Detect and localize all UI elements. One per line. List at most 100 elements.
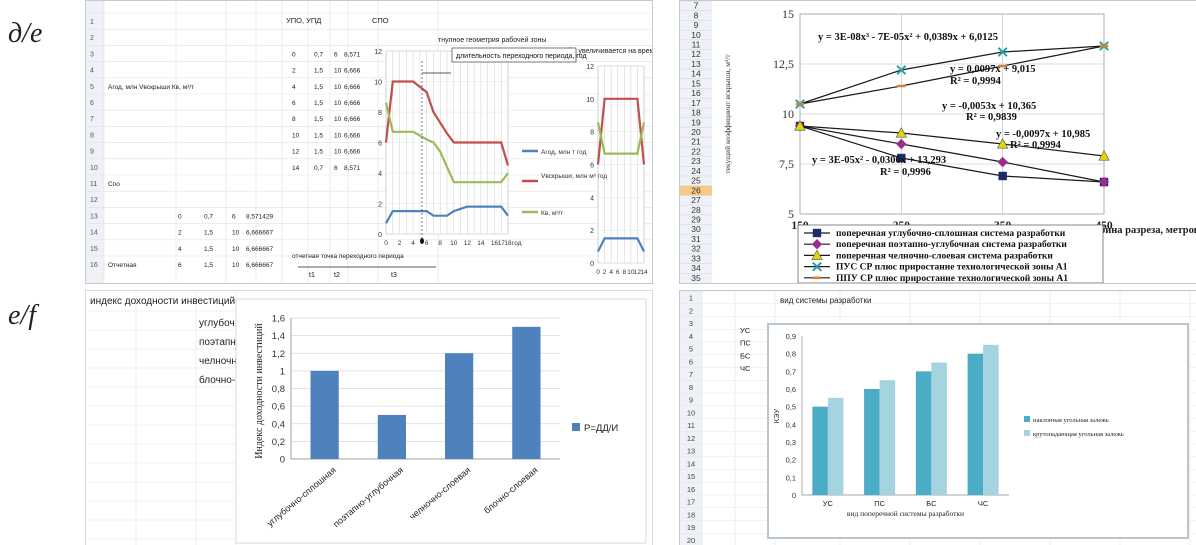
legend-label: P=ДД/И — [584, 423, 618, 434]
row-number: 21 — [691, 137, 701, 147]
upo-cell: 6,666 — [344, 116, 361, 123]
row-number: 25 — [691, 176, 701, 186]
row-number: 4 — [689, 332, 693, 341]
spo-cell: 8,571429 — [246, 213, 273, 220]
y-tick-label: 10 — [782, 107, 794, 121]
x-tick-label: 18 — [504, 240, 512, 247]
row-number: 2 — [90, 35, 94, 42]
y-tick-label: 0,1 — [786, 473, 796, 482]
y-tick-label: 8 — [378, 110, 382, 117]
series-line-2 — [384, 102, 509, 184]
x-tick-label: 6 — [616, 269, 620, 276]
row-number: 22 — [691, 146, 701, 156]
x-tick-label: 12 — [634, 269, 642, 276]
row-number: 14 — [90, 230, 98, 237]
x-tick-label: 17 — [498, 240, 506, 247]
upo-cell: 1,5 — [314, 84, 323, 91]
spo-cell: 10 — [232, 230, 240, 237]
legend-marker — [812, 261, 822, 272]
upo-cell: 1,5 — [314, 68, 323, 75]
row-number: 18 — [687, 510, 695, 519]
row-number: 9 — [90, 149, 94, 156]
spo-cell: 0 — [178, 213, 182, 220]
x-tick-label: 16 — [491, 240, 499, 247]
x-tick-label: 0 — [596, 269, 600, 276]
y-tick-label: 7,5 — [779, 157, 794, 171]
row-number: 33 — [691, 253, 701, 263]
spo-cell: 1,5 — [204, 262, 213, 269]
x-tick-label: УС — [823, 499, 834, 508]
series-marker-0 — [998, 171, 1007, 181]
spo-cell: 10 — [232, 246, 240, 253]
series-marker-2 — [1098, 150, 1110, 161]
row-number: 7 — [90, 116, 94, 123]
highlight-row — [680, 185, 712, 196]
y-tick-label: 12 — [586, 64, 594, 71]
header-note-1: тнулное геометрия рабочей зоны — [438, 36, 546, 44]
row-number: 3 — [90, 51, 94, 58]
upo-cell: 14 — [292, 165, 300, 172]
row-number: 14 — [687, 459, 695, 468]
x-tick-label: 4 — [411, 240, 415, 247]
bar-1 — [983, 344, 999, 495]
row-number: 32 — [691, 244, 701, 254]
panel-label-de: д/е — [8, 18, 43, 49]
y-tick-label: 0,5 — [786, 403, 796, 412]
y-tick-label: 1,6 — [272, 314, 285, 325]
row-number: 15 — [687, 472, 695, 481]
header-note-2: ЕЗ-К03 - срок службы увеличивается на вр… — [506, 47, 652, 55]
trendline-equation: y = 0,0097x + 9,015 — [950, 64, 1035, 75]
bar-1 — [879, 380, 896, 495]
x-tick-label: 10 — [450, 240, 458, 247]
spo-cell: 6,666667 — [246, 262, 273, 269]
legend-label-k: Кв, м³/т — [541, 210, 563, 217]
upo-cell: 8,571 — [344, 165, 361, 172]
y-tick-label: 0,3 — [786, 438, 796, 447]
row-number: 17 — [687, 498, 695, 507]
x-tick-label: 14 — [477, 240, 485, 247]
series-marker-3 — [997, 47, 1008, 57]
legend-label: крутопадающая угольная залежь — [1033, 431, 1124, 438]
row-number: 8 — [694, 10, 699, 20]
series-marker-2 — [996, 138, 1009, 149]
row-number: 6 — [90, 100, 94, 107]
legend-label: поперечная поэтапно-углубочная система р… — [836, 239, 1067, 250]
row-number: 15 — [691, 78, 701, 88]
row-label: Отчетная — [108, 262, 137, 269]
upo-cell: 8,571 — [344, 51, 361, 58]
phase-t3: t3 — [391, 272, 397, 279]
x-tick-label: 8 — [438, 240, 442, 247]
y-tick-label: 0,4 — [272, 419, 285, 430]
row-number: 7 — [689, 370, 693, 379]
row-number: 5 — [689, 345, 693, 354]
row-number: 24 — [691, 166, 701, 176]
panel-label-ef: е/f — [8, 300, 36, 331]
x-tick-label: 8 — [622, 269, 626, 276]
series-marker-0 — [897, 153, 906, 163]
upo-cell: 1,5 — [314, 116, 323, 123]
spo-cell: 6,666667 — [246, 230, 273, 237]
series-marker-1 — [1098, 176, 1110, 188]
x-tick-label: 6 — [425, 240, 429, 247]
row-header-bg — [680, 1, 712, 283]
row-number: 5 — [90, 84, 94, 91]
y-tick-label: 4 — [590, 195, 594, 202]
x-tick-label: 2 — [398, 240, 402, 247]
spo-cell: 2 — [178, 230, 182, 237]
row-number: 28 — [691, 205, 701, 215]
row-number: 18 — [691, 108, 701, 118]
y-tick-label: 8 — [590, 130, 594, 137]
legend-frame — [797, 224, 1104, 283]
upo-cell: 6,666 — [344, 149, 361, 156]
bar-0 — [967, 353, 984, 495]
row-number: 16 — [90, 262, 98, 269]
row-number: 14 — [691, 69, 701, 79]
reference-point — [420, 238, 424, 244]
sheet-cells: углубоч поэтапн челночн блочно- — [199, 317, 237, 386]
upo-cell: 6,666 — [344, 68, 361, 75]
upo-cell: 6,666 — [344, 84, 361, 91]
x-tick-label: 14 — [640, 269, 648, 276]
y-tick-label: 0 — [280, 455, 285, 466]
